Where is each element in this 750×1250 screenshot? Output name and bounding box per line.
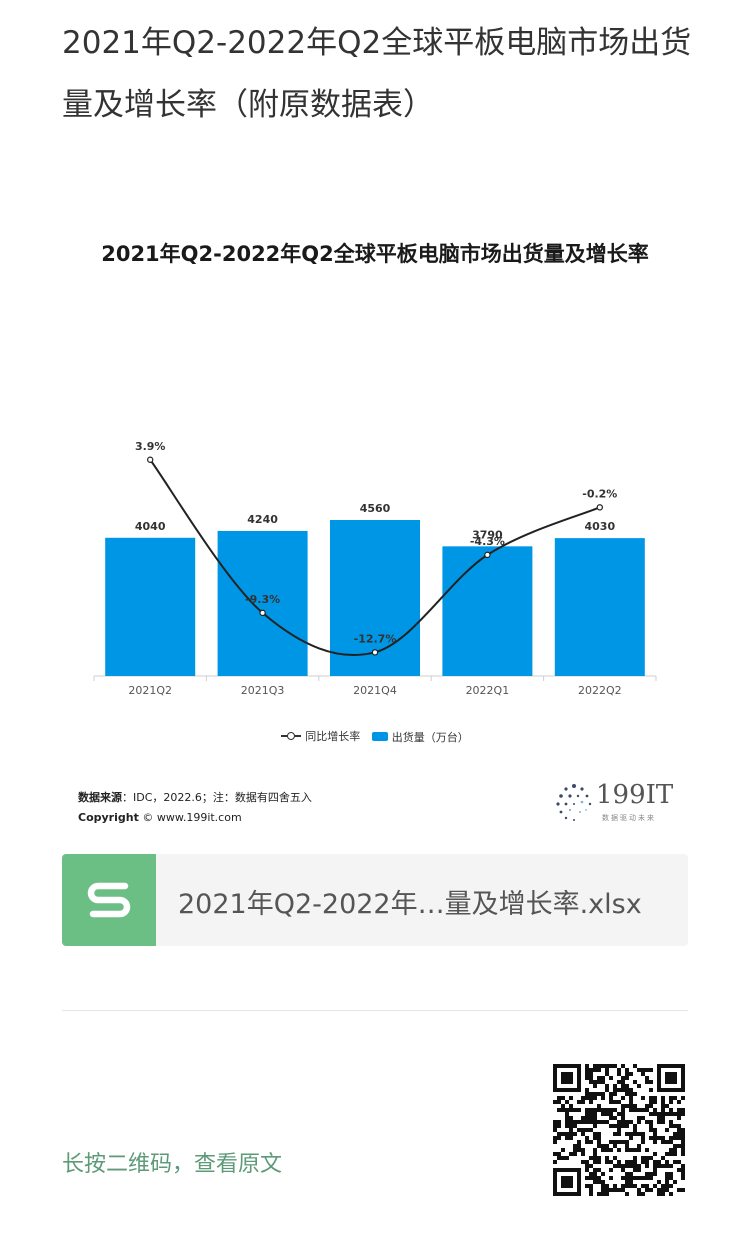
growth-rate-point bbox=[484, 551, 491, 559]
growth-rate-point bbox=[146, 456, 154, 463]
attachment-card[interactable]: 2021年Q2-2022年…量及增长率.xlsx bbox=[62, 854, 688, 946]
chart-title: 2021年Q2-2022年Q2全球平板电脑市场出货量及增长率 bbox=[101, 242, 649, 266]
x-tick-label: 2021Q3 bbox=[241, 684, 285, 697]
bar-value-label: 4030 bbox=[584, 520, 615, 533]
x-tick-label: 2021Q4 bbox=[353, 684, 397, 697]
growth-rate-point bbox=[259, 609, 266, 617]
bar-value-label: 3790 bbox=[472, 528, 503, 541]
bar-swatch-icon bbox=[371, 732, 388, 741]
chart-plot: 4040 2021Q2 4240 2021Q3 4560 2021Q4 3790 2022Q1… bbox=[93, 440, 657, 697]
source-label: 数据来源 bbox=[78, 791, 122, 804]
growth-rate-label: -4.3% bbox=[470, 535, 505, 548]
dots-globe-icon bbox=[556, 784, 592, 821]
brand-logo: 199IT 数据驱动未来 bbox=[552, 780, 682, 826]
source-note: 数据来源：IDC，2022.6；注：数据有四舍五入 Copyright © ww… bbox=[78, 788, 312, 828]
legend-item-shipments: 出货量（万台） bbox=[371, 729, 469, 745]
brand-name: 199IT bbox=[596, 780, 674, 810]
growth-rate-label: -12.7% bbox=[354, 632, 397, 645]
brand-slogan: 数据驱动未来 bbox=[602, 814, 656, 822]
bar-value-label: 4240 bbox=[247, 513, 278, 526]
legend-item-growth: 同比增长率 bbox=[281, 728, 360, 744]
divider bbox=[62, 1010, 688, 1011]
source-text: ：IDC，2022.6；注：数据有四舍五入 bbox=[122, 791, 312, 804]
bar-value-label: 4560 bbox=[360, 502, 391, 515]
growth-rate-label: -9.3% bbox=[245, 593, 280, 606]
spreadsheet-s-icon bbox=[62, 854, 156, 946]
line-marker-icon bbox=[281, 731, 302, 741]
copyright-label: Copyright bbox=[78, 811, 139, 824]
growth-rate-label: 3.9% bbox=[135, 440, 166, 453]
bar-value-label: 4040 bbox=[135, 520, 166, 533]
legend-label-growth: 同比增长率 bbox=[305, 730, 361, 743]
qr-code-icon[interactable] bbox=[553, 1064, 685, 1196]
bar bbox=[217, 530, 308, 676]
qr-hint-text: 长按二维码，查看原文 bbox=[62, 1152, 283, 1177]
chart-legend: 同比增长率 出货量（万台） bbox=[62, 728, 688, 745]
chart: 2021年Q2-2022年Q2全球平板电脑市场出货量及增长率 4040 2021Q… bbox=[62, 220, 688, 840]
growth-rate-point bbox=[371, 649, 379, 656]
bar bbox=[554, 538, 645, 676]
legend-label-shipments: 出货量（万台） bbox=[391, 730, 469, 744]
copyright-text: © www.199it.com bbox=[142, 811, 242, 824]
x-tick-label: 2021Q2 bbox=[128, 684, 172, 697]
growth-rate-label: -0.2% bbox=[582, 487, 617, 500]
growth-rate-point bbox=[596, 504, 604, 511]
attachment-file-name[interactable]: 2021年Q2-2022年…量及增长率.xlsx bbox=[178, 889, 642, 920]
x-tick-label: 2022Q2 bbox=[578, 684, 622, 697]
bar bbox=[105, 537, 196, 676]
page-title: 2021年Q2-2022年Q2全球平板电脑市场出货量及增长率（附原数据表） bbox=[62, 25, 692, 123]
x-tick-label: 2022Q1 bbox=[466, 684, 510, 697]
bar bbox=[442, 546, 533, 676]
